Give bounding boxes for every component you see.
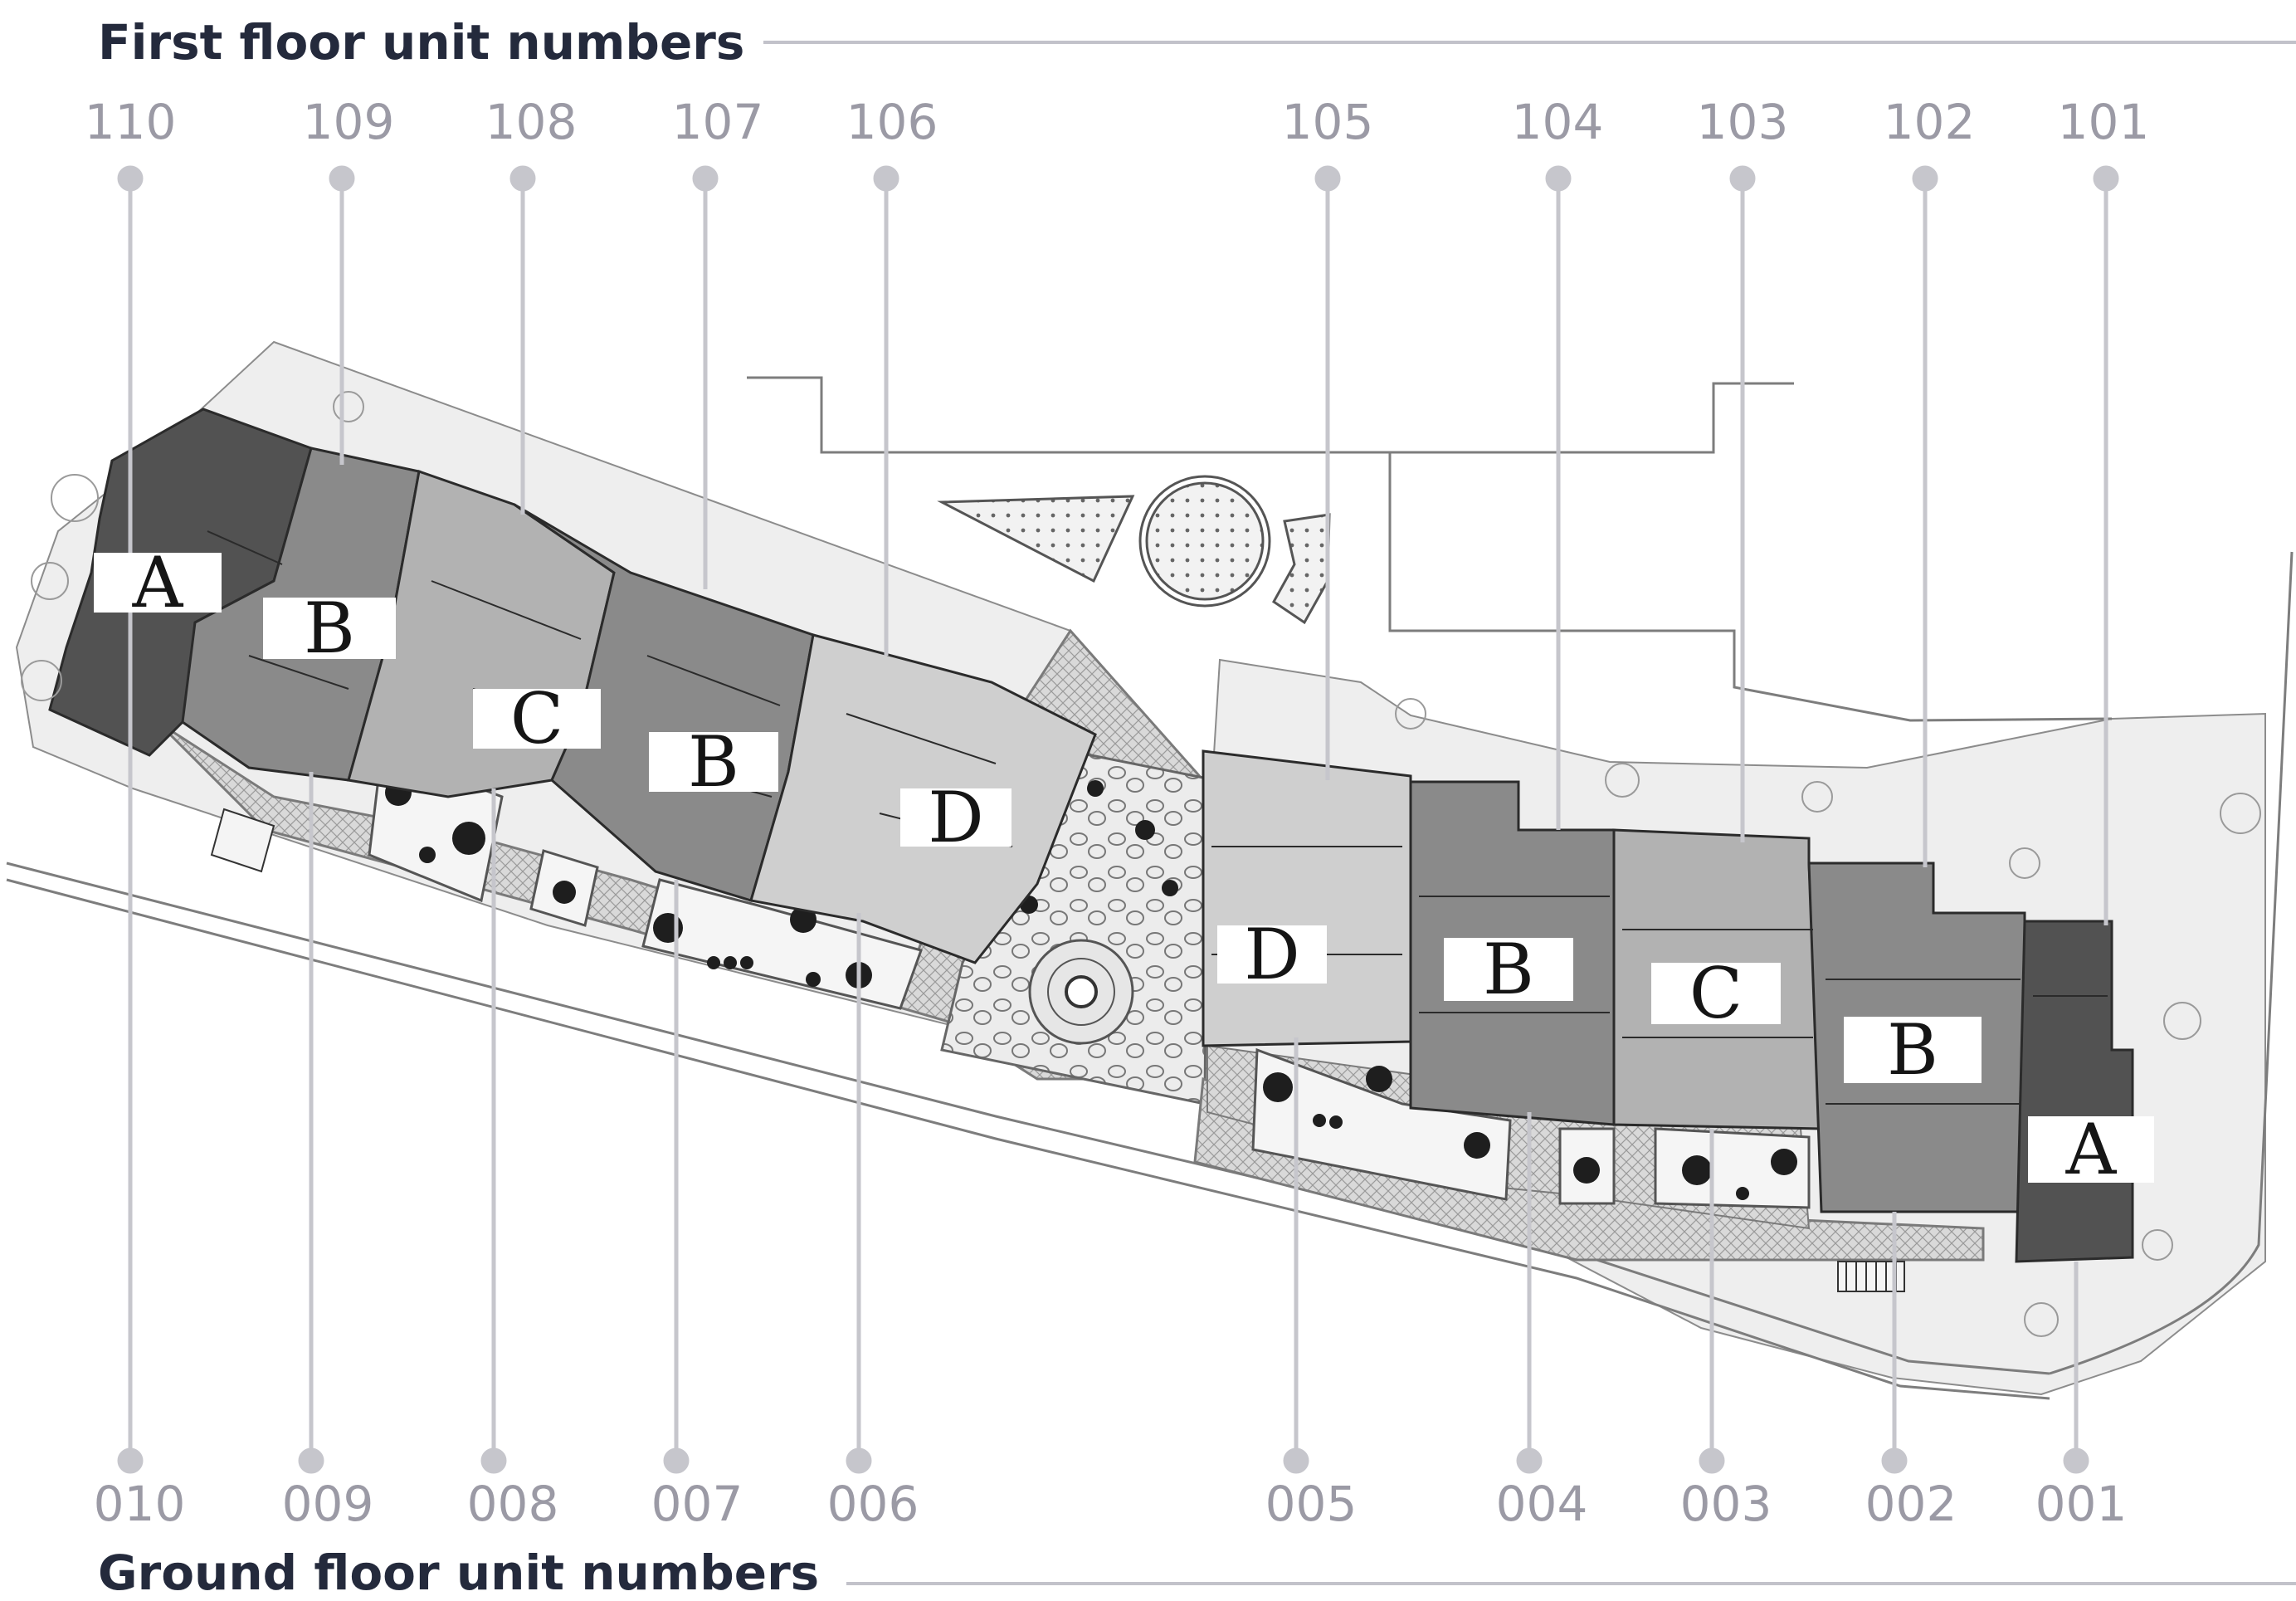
unit-type-label: A (94, 542, 222, 623)
first-floor-unit-label: 102 (1883, 94, 1976, 150)
first-floor-unit-label: 108 (485, 94, 578, 150)
ground-floor-unit-label: 010 (93, 1476, 186, 1532)
unit-type-label: B (263, 588, 396, 669)
first-floor-heading-rule (763, 41, 2296, 44)
first-floor-unit-label: 105 (1281, 94, 1374, 150)
ground-floor-leader-lines (117, 705, 2089, 1474)
ground-floor-unit-label: 003 (1679, 1476, 1772, 1532)
unit-type-label: D (1217, 914, 1327, 995)
first-floor-unit-label: 104 (1511, 94, 1604, 150)
unit-type-label: C (1651, 953, 1781, 1034)
first-floor-unit-label: 101 (2057, 94, 2150, 150)
first-floor-unit-label: 110 (84, 94, 177, 150)
ground-floor-unit-label: 006 (826, 1476, 919, 1532)
ground-floor-unit-label: 001 (2035, 1476, 2128, 1532)
first-floor-unit-label: 106 (846, 94, 938, 150)
ground-floor-unit-label: 008 (466, 1476, 559, 1532)
ground-floor-heading: Ground floor unit numbers (98, 1545, 820, 1601)
unit-type-label: B (1844, 1009, 1982, 1091)
unit-type-label: D (900, 777, 1012, 858)
unit-type-label: C (473, 678, 601, 759)
ground-floor-unit-label: 009 (281, 1476, 374, 1532)
ground-floor-unit-label: 004 (1495, 1476, 1588, 1532)
ground-floor-unit-label: 005 (1265, 1476, 1358, 1532)
ground-floor-unit-label: 007 (651, 1476, 743, 1532)
unit-type-label: B (649, 721, 778, 803)
unit-type-label: B (1444, 929, 1573, 1010)
ground-floor-heading-rule (846, 1582, 2296, 1585)
unit-type-label: A (2028, 1109, 2154, 1190)
tree-outlines (21, 391, 2261, 1337)
first-floor-unit-label: 103 (1696, 94, 1789, 150)
first-floor-unit-label: 107 (671, 94, 764, 150)
shrubs (385, 779, 1797, 1200)
courtyard-planters (937, 475, 1331, 625)
unit-block-type-b-mid (514, 503, 815, 902)
unit-block-type-d-east (1202, 749, 1412, 1047)
first-floor-heading: First floor unit numbers (98, 14, 745, 71)
fountain-court (940, 749, 1209, 1106)
ground-floor-unit-label: 002 (1865, 1476, 1957, 1532)
building-units (48, 408, 2134, 1263)
first-floor-unit-label: 109 (302, 94, 395, 150)
first-floor-leader-lines (117, 165, 2119, 925)
